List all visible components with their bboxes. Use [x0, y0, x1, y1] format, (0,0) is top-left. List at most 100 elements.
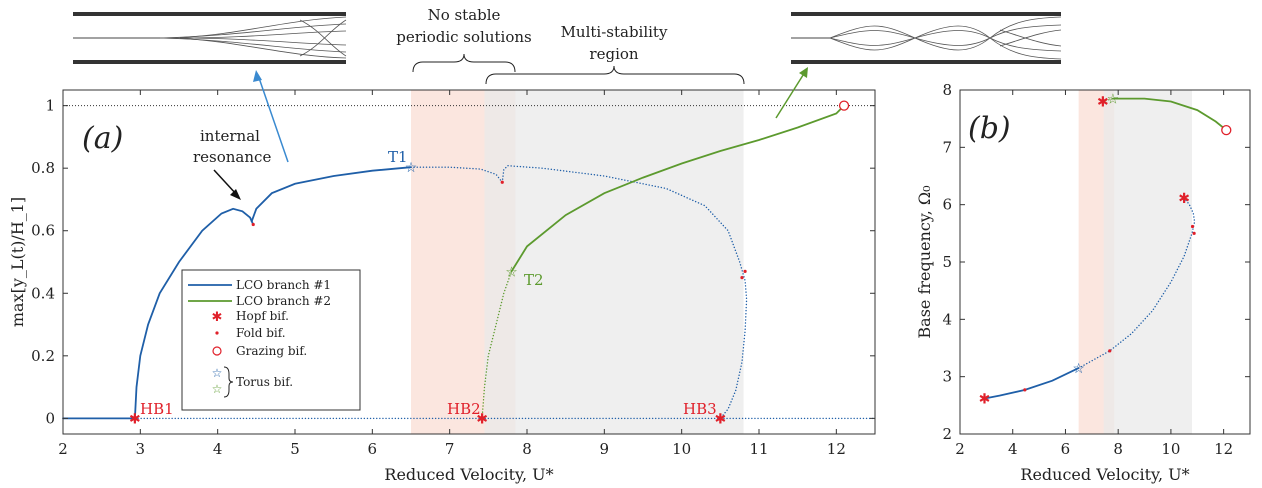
shaded-region-multi-stability — [1103, 90, 1192, 434]
label-HB3: HB3 — [683, 400, 717, 418]
legend-hopf-marker: ✱ — [212, 310, 223, 325]
hopf-marker: ✱ — [1097, 94, 1109, 110]
fold-marker — [500, 180, 504, 184]
panel-b-ticks: 2 4 6 8 10 12 2 3 4 5 6 7 8 — [942, 81, 1250, 458]
y-tick-label: 7 — [942, 138, 952, 156]
y-tick-label: 2 — [942, 425, 952, 443]
grazing-marker — [1221, 124, 1232, 136]
internal-resonance-line2: resonance — [193, 148, 271, 166]
flow-inset-left — [73, 12, 347, 64]
x-tick-label: 12 — [1214, 440, 1233, 458]
x-tick-label: 12 — [827, 440, 846, 458]
fold-marker — [1192, 231, 1196, 235]
x-tick-label: 10 — [672, 440, 691, 458]
legend-branch2-label: LCO branch #2 — [236, 294, 331, 308]
label-HB1: HB1 — [140, 400, 174, 418]
multi-stability-label-line1: Multi-stability — [561, 23, 668, 41]
shaded-region-multi-stability — [484, 90, 744, 434]
hopf-marker: ✱ — [714, 411, 726, 427]
panel-b-frame — [959, 89, 1251, 435]
torus-marker: ☆ — [1107, 92, 1120, 108]
torus-marker: ☆ — [505, 264, 518, 280]
x-tick-label: 8 — [1113, 440, 1123, 458]
hopf-marker: ✱ — [129, 411, 141, 427]
label-T2: T2 — [524, 271, 544, 289]
panel-b-ylabel: Base frequency, Ω₀ — [915, 185, 934, 338]
legend-torus-brace — [223, 366, 234, 398]
branch1-solid-segment — [134, 207, 255, 420]
y-tick-label: 3 — [942, 368, 952, 386]
hopf-marker: ✱ — [1178, 191, 1190, 207]
fold-marker — [251, 222, 255, 227]
panel-a-label: (a) — [82, 121, 123, 156]
x-tick-label: 4 — [213, 440, 223, 458]
y-tick-label: 0.6 — [31, 222, 55, 240]
no-stable-label-line1: No stable — [428, 6, 501, 24]
internal-resonance-arrow — [213, 169, 241, 200]
label-HB2: HB2 — [447, 400, 481, 418]
panel-b-shaded-regions — [1078, 90, 1192, 434]
panel-a-markers: ✱ ✱ ✱ ☆ ☆ — [129, 100, 850, 427]
y-tick-label: 5 — [942, 253, 952, 271]
inset-arrow-right — [775, 67, 808, 119]
branch2-dotted-segment — [1102, 97, 1114, 103]
legend-hopf-label: Hopf bif. — [236, 309, 289, 323]
legend-grazing-label: Grazing bif. — [236, 344, 307, 358]
x-tick-label: 9 — [600, 440, 610, 458]
legend: LCO branch #1 LCO branch #2 ✱ Hopf bif. … — [181, 269, 361, 411]
fold-marker — [743, 269, 747, 273]
y-tick-label: 8 — [942, 81, 952, 99]
y-tick-label: 0.8 — [31, 159, 55, 177]
fold-marker — [1108, 349, 1112, 353]
hopf-marker: ✱ — [979, 391, 991, 407]
branch1-solid-segment — [250, 166, 412, 223]
legend-fold-label: Fold bif. — [236, 326, 286, 340]
inset-arrow-left — [253, 70, 289, 163]
x-tick-label: 11 — [749, 440, 768, 458]
branch1-solid-segment — [983, 367, 1080, 400]
branch2-solid-segment — [510, 104, 845, 273]
no-stable-brace — [412, 53, 516, 73]
panel-a-ylabel: max[y_L(t)/H_1] — [8, 197, 27, 327]
legend-fold-marker — [215, 331, 219, 335]
panel-b-xlabel: Reduced Velocity, U* — [1020, 465, 1189, 484]
y-tick-label: 0.2 — [31, 347, 55, 365]
multi-stability-label-line2: region — [589, 45, 638, 63]
x-tick-label: 2 — [955, 440, 965, 458]
legend-torus1-marker: ☆ — [212, 366, 223, 380]
fold-marker — [1190, 224, 1195, 229]
y-tick-label: 1 — [45, 97, 55, 115]
panel-a-frame — [62, 89, 876, 435]
x-tick-label: 8 — [522, 440, 532, 458]
label-T1: T1 — [388, 148, 408, 166]
legend-grazing-marker — [212, 346, 222, 356]
branch2-solid-segment — [1112, 97, 1228, 131]
x-tick-label: 3 — [136, 440, 146, 458]
panel-a-xlabel: Reduced Velocity, U* — [384, 465, 553, 484]
flow-inset-right — [791, 12, 1062, 64]
branch1-dotted-segment — [1077, 197, 1196, 369]
x-tick-label: 7 — [445, 440, 455, 458]
legend-torus-label: Torus bif. — [236, 375, 293, 389]
x-tick-label: 6 — [368, 440, 378, 458]
panel-b-markers: ✱✱✱☆☆ — [979, 92, 1232, 407]
y-tick-label: 6 — [942, 196, 952, 214]
hopf-marker: ✱ — [476, 411, 488, 427]
legend-branch1-label: LCO branch #1 — [236, 278, 331, 292]
y-tick-label: 0 — [45, 409, 55, 427]
panel-b-label: (b) — [968, 111, 1011, 146]
panel-a-series — [62, 104, 876, 420]
internal-resonance-line1: internal — [200, 127, 260, 145]
panel-a-shaded-regions — [411, 90, 744, 434]
multi-stability-brace — [485, 65, 745, 85]
branch1-dotted-segment — [410, 166, 503, 183]
x-tick-label: 6 — [1061, 440, 1071, 458]
torus-marker: ☆ — [1072, 361, 1085, 377]
fold-marker — [740, 276, 744, 280]
y-tick-label: 4 — [942, 310, 952, 328]
x-tick-label: 2 — [58, 440, 68, 458]
torus-marker: ☆ — [405, 160, 418, 176]
grazing-marker — [838, 100, 850, 111]
x-tick-label: 5 — [290, 440, 300, 458]
